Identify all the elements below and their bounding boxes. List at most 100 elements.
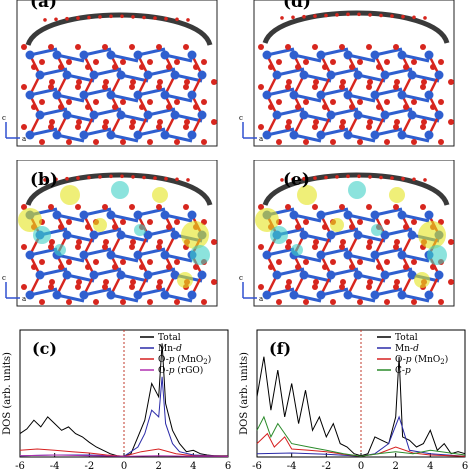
bond: [357, 233, 386, 243]
o-atom: [102, 284, 108, 290]
mn-atom: [434, 270, 444, 280]
o-atom: [420, 84, 426, 90]
o-atom: [54, 177, 58, 182]
o-atom: [93, 59, 99, 65]
mn-atom: [89, 230, 99, 240]
o-atom: [421, 119, 427, 125]
x-tick-label: -6: [15, 461, 25, 472]
mn-atom: [434, 110, 444, 120]
o-atom: [420, 204, 426, 210]
mn-atom: [106, 90, 116, 100]
o-atom: [423, 178, 427, 182]
o-atom: [147, 99, 153, 105]
o-atom: [438, 99, 444, 105]
mn-atom: [326, 110, 336, 120]
panel-label-b: (b): [30, 170, 58, 190]
bond: [303, 73, 332, 83]
o-atom: [31, 104, 37, 110]
mn-atom: [116, 230, 126, 240]
o-atom: [58, 64, 64, 70]
o-atom: [66, 219, 72, 225]
panel-label-d: (d): [283, 0, 311, 12]
o-atom: [403, 224, 409, 230]
bond: [39, 67, 68, 77]
o-atom: [93, 299, 99, 305]
o-atom: [393, 44, 399, 50]
o-atom: [85, 224, 91, 230]
o-atom: [349, 264, 355, 270]
bond: [174, 73, 203, 83]
mn-atom: [133, 210, 143, 220]
o-atom: [276, 139, 282, 145]
o-atom: [286, 279, 292, 285]
o-atom: [129, 244, 135, 250]
o-atom: [285, 284, 291, 290]
mn-atom: [62, 230, 72, 240]
mn-atom: [299, 70, 309, 80]
bond: [29, 47, 58, 57]
o-atom: [384, 299, 390, 305]
o-atom: [120, 174, 124, 179]
o-atom: [164, 16, 168, 21]
o-atom: [411, 139, 417, 145]
o-atom: [322, 104, 328, 110]
o-atom: [66, 259, 72, 265]
o-atom: [357, 299, 363, 305]
mn-atom: [143, 110, 153, 120]
mn-atom: [35, 110, 45, 120]
o-atom: [258, 244, 264, 250]
o-atom: [43, 178, 47, 182]
o-atom: [76, 176, 80, 180]
bond: [347, 93, 376, 103]
o-atom: [109, 174, 113, 179]
mn-atom: [326, 270, 336, 280]
o-atom: [75, 244, 81, 250]
bond: [276, 67, 305, 77]
bond: [93, 227, 122, 237]
mn-atom: [326, 230, 336, 240]
o-atom: [75, 44, 81, 50]
o-atom: [139, 264, 145, 270]
o-atom: [166, 64, 172, 70]
mn-atom: [353, 230, 363, 240]
o-atom: [393, 124, 399, 130]
o-atom: [303, 219, 309, 225]
o-atom: [156, 84, 162, 90]
o-atom: [129, 204, 135, 210]
mn-atom: [424, 90, 434, 100]
o-atom: [49, 279, 55, 285]
o-atom: [349, 104, 355, 110]
o-atom: [98, 15, 102, 19]
mn-atom: [89, 110, 99, 120]
o-atom: [401, 14, 405, 19]
o-atom: [65, 16, 69, 21]
bond: [266, 87, 295, 97]
axis-c-label: c: [239, 114, 243, 122]
mn-atom: [370, 50, 380, 60]
o-atom: [48, 84, 54, 90]
o-atom: [102, 124, 108, 130]
bond: [401, 133, 430, 143]
o-atom: [384, 139, 390, 145]
bond: [56, 213, 85, 223]
o-atom: [112, 64, 118, 70]
mn-atom: [25, 90, 35, 100]
o-atom: [49, 79, 55, 85]
axis-a-label: a: [259, 295, 263, 303]
o-atom: [174, 99, 180, 105]
o-atom: [157, 239, 163, 245]
mn-atom: [52, 290, 62, 300]
o-atom: [258, 44, 264, 50]
bond: [293, 253, 322, 263]
mn-atom: [424, 130, 434, 140]
bond: [303, 113, 332, 123]
o-atom: [366, 84, 372, 90]
bond: [374, 247, 403, 257]
mn-atom: [197, 270, 207, 280]
o-atom: [302, 176, 306, 181]
isosurface: [291, 244, 303, 256]
o-atom: [258, 284, 264, 290]
mn-atom: [116, 70, 126, 80]
bond: [110, 213, 139, 223]
legend-entry: O-p (MnO2): [158, 354, 211, 366]
